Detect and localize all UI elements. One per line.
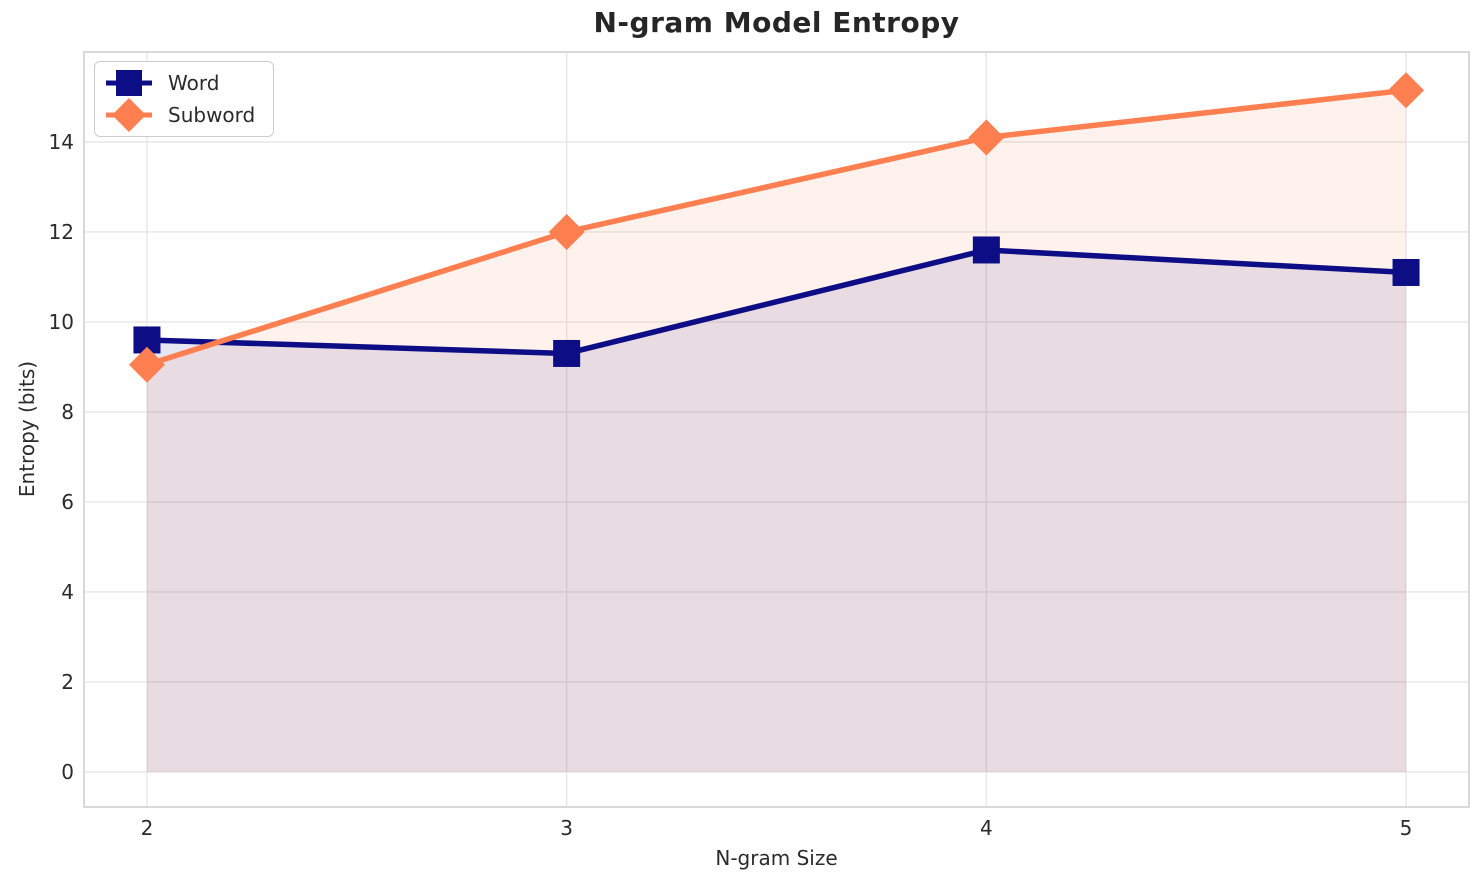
x-axis-label: N-gram Size <box>715 846 838 870</box>
y-tick-label: 4 <box>61 579 74 604</box>
x-tick-label: 3 <box>560 816 573 840</box>
y-tick-label: 12 <box>48 219 74 244</box>
y-tick-label: 8 <box>61 399 74 424</box>
x-tick-label: 4 <box>979 816 993 840</box>
x-tick-label: 5 <box>1399 816 1413 840</box>
word-square-marker-icon <box>106 70 152 96</box>
x-tick-label: 2 <box>140 816 154 840</box>
subword-diamond-marker-icon <box>106 98 152 132</box>
y-tick-label: 0 <box>61 759 74 784</box>
chart-title: N-gram Model Entropy <box>593 6 960 39</box>
y-tick-label: 10 <box>48 309 74 334</box>
legend: Word Subword <box>94 61 275 137</box>
y-tick-label: 2 <box>61 669 74 694</box>
legend-item-word: Word <box>104 67 255 99</box>
legend-label-subword: Subword <box>168 103 256 127</box>
legend-item-subword: Subword <box>104 98 256 132</box>
legend-label-word: Word <box>168 71 220 95</box>
y-tick-label: 14 <box>48 129 74 154</box>
y-tick-label: 6 <box>61 489 74 514</box>
